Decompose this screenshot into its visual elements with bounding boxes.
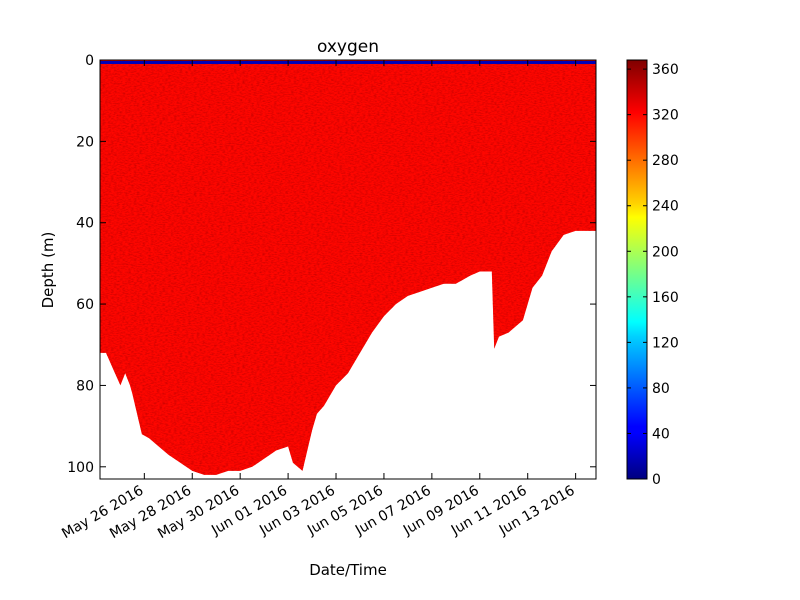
oxygen-data-layer <box>100 60 596 475</box>
y-tick-label: 60 <box>76 297 94 313</box>
colorbar-tick-label: 80 <box>652 381 670 397</box>
colorbar-ticks: 0 40 80 120 160 200 240 280 320 360 <box>627 62 679 488</box>
x-axis-label: Date/Time <box>309 561 387 579</box>
y-tick-label: 20 <box>76 134 94 150</box>
y-tick-label: 40 <box>76 216 94 232</box>
colorbar-tick-label: 120 <box>652 335 679 351</box>
y-tick-label: 80 <box>76 378 94 394</box>
y-axis-label: Depth (m) <box>39 232 57 309</box>
chart-title: oxygen <box>317 37 379 57</box>
y-tick-label: 100 <box>67 460 94 476</box>
y-tick-label: 0 <box>85 53 94 69</box>
colorbar-tick-label: 240 <box>652 199 679 215</box>
colorbar-tick-label: 40 <box>652 426 670 442</box>
y-axis: 0 20 40 60 80 100 <box>67 53 596 476</box>
colorbar-tick-label: 360 <box>652 62 679 78</box>
colorbar-tick-label: 280 <box>652 153 679 169</box>
plot-frame <box>99 59 597 480</box>
colorbar: 0 40 80 120 160 200 240 280 320 360 <box>626 59 679 488</box>
colorbar-tick-label: 0 <box>652 472 661 488</box>
colorbar-tick-label: 200 <box>652 244 679 260</box>
oxygen-texture <box>100 60 596 475</box>
colorbar-tick-label: 320 <box>652 108 679 124</box>
colorbar-tick-label: 160 <box>652 290 679 306</box>
colorbar-gradient <box>626 59 648 480</box>
